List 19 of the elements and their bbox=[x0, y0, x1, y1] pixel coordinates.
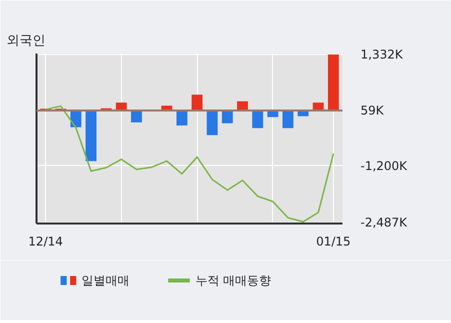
bar bbox=[206, 110, 218, 136]
bar bbox=[176, 110, 188, 126]
line-series bbox=[44, 105, 334, 222]
bar bbox=[222, 110, 233, 124]
chart-title: 외국인 bbox=[6, 34, 46, 48]
bar bbox=[86, 110, 96, 162]
bar bbox=[282, 110, 294, 128]
bar bbox=[252, 110, 264, 128]
x-tick-label: 01/15 bbox=[316, 234, 351, 248]
y-tick-label: 1,332K bbox=[360, 48, 404, 62]
bar bbox=[192, 94, 203, 111]
y-tick-label: -2,487K bbox=[360, 215, 408, 230]
legend-label: 누적 매매동향 bbox=[195, 274, 272, 288]
y-tick-label: -1,200K bbox=[360, 158, 408, 173]
y-tick-label: 59K bbox=[360, 104, 385, 118]
x-tick-label: 12/14 bbox=[28, 234, 63, 248]
bar bbox=[131, 110, 142, 122]
legend-label: 일별매매 bbox=[81, 274, 130, 288]
bar bbox=[328, 54, 339, 111]
